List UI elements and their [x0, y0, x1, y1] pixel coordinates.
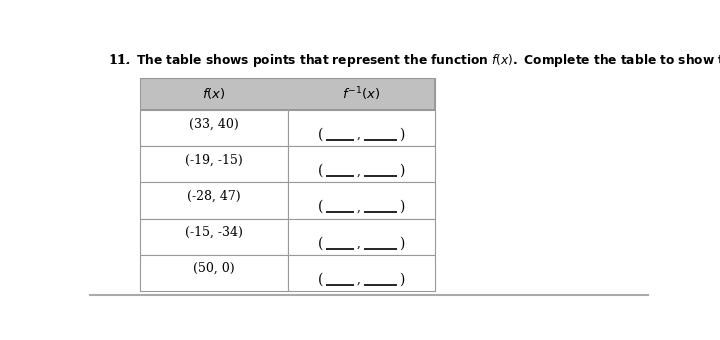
Bar: [287, 146, 435, 183]
Text: $f^{-1}(x)$: $f^{-1}(x)$: [342, 85, 381, 103]
Bar: [434, 78, 435, 110]
Text: (-28, 47): (-28, 47): [187, 190, 240, 203]
Text: (-19, -15): (-19, -15): [185, 154, 243, 167]
Text: 11.  $\mathbf{The\ table\ shows\ points\ that\ represent\ the\ function}$ $\math: 11. $\mathbf{The\ table\ shows\ points\ …: [109, 51, 720, 71]
Text: ): ): [399, 272, 404, 287]
Bar: [140, 255, 287, 291]
Bar: [287, 219, 435, 255]
Text: (-15, -34): (-15, -34): [185, 226, 243, 239]
Text: (: (: [318, 200, 323, 214]
Text: (33, 40): (33, 40): [189, 117, 239, 130]
Text: ): ): [399, 128, 404, 142]
Text: (: (: [318, 272, 323, 287]
Bar: [140, 109, 435, 110]
Text: ): ): [399, 200, 404, 214]
Text: ,: ,: [356, 128, 360, 141]
Text: (: (: [318, 164, 323, 178]
Bar: [140, 146, 287, 183]
Text: $f(x)$: $f(x)$: [202, 86, 226, 101]
Bar: [140, 110, 287, 146]
Text: ): ): [399, 164, 404, 178]
Text: ,: ,: [356, 273, 360, 286]
Bar: [287, 110, 435, 146]
Bar: [287, 183, 435, 219]
Text: ,: ,: [356, 201, 360, 214]
Bar: [287, 78, 289, 110]
Text: (50, 0): (50, 0): [193, 262, 235, 275]
Text: ): ): [399, 236, 404, 250]
Text: 11.: 11.: [109, 54, 139, 67]
Bar: [140, 78, 141, 110]
Text: ,: ,: [356, 237, 360, 250]
Bar: [140, 78, 435, 110]
Text: (: (: [318, 128, 323, 142]
Bar: [287, 255, 435, 291]
Text: (: (: [318, 236, 323, 250]
Bar: [140, 78, 435, 79]
Bar: [140, 183, 287, 219]
Text: ,: ,: [356, 165, 360, 177]
Bar: [140, 219, 287, 255]
